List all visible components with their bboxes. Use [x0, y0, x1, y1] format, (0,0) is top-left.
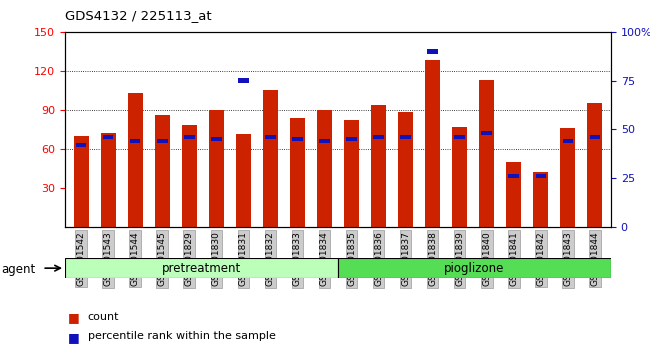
- Bar: [590, 135, 600, 139]
- Bar: [65, 258, 338, 278]
- Bar: [290, 118, 305, 227]
- Bar: [479, 80, 494, 227]
- Bar: [209, 110, 224, 227]
- Bar: [454, 135, 465, 139]
- Bar: [76, 143, 86, 147]
- Bar: [238, 78, 248, 83]
- Text: count: count: [88, 312, 119, 321]
- Bar: [371, 104, 386, 227]
- Bar: [560, 128, 575, 227]
- Bar: [130, 139, 140, 143]
- Bar: [128, 93, 143, 227]
- Bar: [428, 49, 438, 53]
- Bar: [157, 139, 168, 143]
- Text: ■: ■: [68, 331, 80, 344]
- Bar: [74, 136, 88, 227]
- Bar: [211, 137, 222, 141]
- Bar: [588, 103, 602, 227]
- Bar: [319, 139, 330, 143]
- Bar: [562, 139, 573, 143]
- Bar: [398, 112, 413, 227]
- Bar: [338, 258, 611, 278]
- Bar: [292, 137, 303, 141]
- Bar: [101, 133, 116, 227]
- Bar: [103, 135, 114, 139]
- Bar: [452, 127, 467, 227]
- Bar: [182, 125, 197, 227]
- Bar: [373, 135, 384, 139]
- Bar: [265, 135, 276, 139]
- Bar: [425, 61, 440, 227]
- Text: agent: agent: [1, 263, 36, 276]
- Text: ■: ■: [68, 312, 80, 325]
- Bar: [263, 90, 278, 227]
- Bar: [317, 110, 332, 227]
- Bar: [506, 162, 521, 227]
- Bar: [236, 135, 251, 227]
- Bar: [184, 135, 194, 139]
- Bar: [155, 115, 170, 227]
- Bar: [400, 135, 411, 139]
- Bar: [482, 131, 492, 135]
- Text: pretreatment: pretreatment: [162, 262, 241, 275]
- Bar: [346, 137, 357, 141]
- Text: percentile rank within the sample: percentile rank within the sample: [88, 331, 276, 341]
- Text: GDS4132 / 225113_at: GDS4132 / 225113_at: [65, 9, 212, 22]
- Text: pioglizone: pioglizone: [445, 262, 504, 275]
- Bar: [508, 174, 519, 178]
- Bar: [533, 172, 548, 227]
- Bar: [536, 174, 546, 178]
- Bar: [344, 120, 359, 227]
